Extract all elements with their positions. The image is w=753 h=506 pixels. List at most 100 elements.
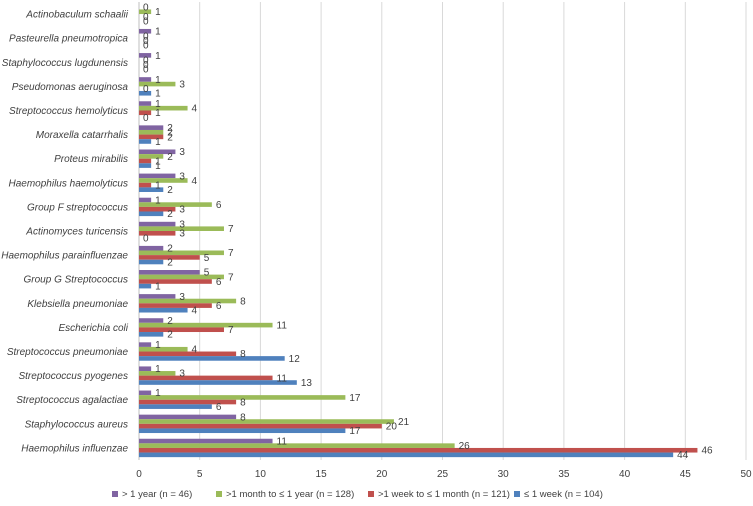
bar-1-month-to-1-year-n-128	[139, 129, 164, 135]
bar-value-label: 3	[179, 292, 185, 303]
x-tick-label: 10	[255, 469, 267, 480]
bar-value-label: 12	[289, 354, 301, 365]
bar-1-week-to-1-month-n-121	[139, 447, 698, 453]
category-label: Pseudomonas aeruginosa	[12, 82, 129, 93]
bar-1-month-to-1-year-n-128	[139, 298, 237, 304]
bar-1-year-n-46	[139, 318, 164, 323]
x-tick-label: 50	[740, 469, 752, 480]
category-label: Moraxella catarrhalis	[36, 130, 128, 141]
bar-value-label: 0	[143, 233, 149, 244]
bar-1-week-n-104	[139, 452, 674, 458]
category-label: Actinomyces turicensis	[25, 227, 128, 238]
category-label: Escherichia coli	[59, 323, 129, 334]
bar-value-label: 3	[179, 229, 185, 240]
bar-value-label: 2	[167, 244, 173, 255]
category-label: Actinobaculum schaalii	[25, 10, 128, 21]
bar-1-year-n-46	[139, 414, 237, 420]
bar-value-label: 1	[155, 161, 161, 172]
legend-swatch	[368, 491, 374, 497]
bar-1-week-n-104	[139, 259, 164, 265]
bar-1-week-n-104	[139, 307, 188, 313]
bar-1-year-n-46	[139, 221, 176, 227]
bar-value-label: 1	[155, 282, 161, 293]
legend-item: >1 month to ≤ 1 year (n = 128)	[216, 489, 354, 500]
legend-swatch	[514, 491, 520, 497]
category-label: Group F streptococcus	[27, 202, 128, 213]
bar-1-week-to-1-month-n-121	[139, 231, 176, 236]
bar-value-label: 6	[216, 277, 222, 288]
x-tick-label: 45	[680, 469, 692, 480]
bar-1-year-n-46	[139, 101, 152, 106]
bar-1-month-to-1-year-n-128	[139, 226, 224, 231]
bar-value-label: 3	[179, 171, 185, 182]
category-label: Haemophilus haemolyticus	[8, 178, 128, 189]
bar-value-label: 1	[155, 364, 161, 375]
bar-1-week-n-104	[139, 139, 152, 144]
bar-1-year-n-46	[139, 390, 152, 396]
bar-value-label: 6	[216, 301, 222, 312]
category-label: Staphylococcus lugdunensis	[2, 58, 128, 69]
bar-value-label: 17	[349, 426, 361, 437]
bar-value-label: 11	[277, 321, 288, 332]
bar-value-label: 3	[179, 220, 185, 231]
bar-value-label: 1	[155, 388, 161, 399]
x-tick-label: 20	[376, 469, 388, 480]
category-label: Streptococcus hemolyticus	[9, 106, 128, 117]
bar-1-year-n-46	[139, 125, 164, 130]
legend-label: ≤ 1 week (n = 104)	[524, 489, 603, 500]
bar-value-label: 8	[240, 412, 246, 423]
bar-1-year-n-46	[139, 245, 164, 251]
bar-value-label: 2	[167, 128, 173, 139]
legend-label: >1 month to ≤ 1 year (n = 128)	[226, 489, 354, 500]
category-label: Streptococcus pyogenes	[18, 371, 128, 382]
category-label: Haemophilus parainfluenzae	[1, 251, 128, 262]
bar-value-label: 7	[228, 325, 234, 336]
bar-value-label: 11	[277, 373, 288, 384]
bar-value-label: 5	[204, 268, 210, 279]
bar-1-week-to-1-month-n-121	[139, 182, 152, 188]
bar-1-month-to-1-year-n-128	[139, 395, 346, 400]
bar-value-label: 1	[155, 137, 161, 148]
bar-1-month-to-1-year-n-128	[139, 178, 188, 183]
bar-value-label: 1	[155, 27, 161, 38]
bar-value-label: 1	[155, 51, 161, 62]
x-tick-label: 25	[437, 469, 449, 480]
bar-1-year-n-46	[139, 342, 152, 347]
bar-value-label: 1	[155, 7, 161, 18]
bar-1-week-to-1-month-n-121	[139, 206, 176, 212]
legend: > 1 year (n = 46) >1 month to ≤ 1 year (n…	[112, 489, 603, 500]
bar-value-label: 1	[155, 156, 161, 167]
legend-label: > 1 year (n = 46)	[122, 489, 192, 500]
bar-value-label: 2	[167, 185, 173, 196]
bar-value-label: 3	[179, 147, 185, 158]
bar-value-label: 4	[192, 345, 198, 356]
x-tick-label: 5	[197, 469, 203, 480]
bar-value-label: 0	[143, 40, 149, 51]
bar-value-label: 8	[240, 296, 246, 307]
bar-1-month-to-1-year-n-128	[139, 250, 224, 256]
x-tick-label: 0	[136, 469, 142, 480]
category-label: Klebsiella pneumoniae	[27, 299, 128, 310]
bar-value-label: 0	[143, 113, 149, 124]
bar-value-label: 8	[240, 349, 246, 360]
category-label: Group G Streptococcus	[24, 275, 129, 286]
bar-1-week-to-1-month-n-121	[139, 327, 224, 333]
bar-value-label: 7	[228, 224, 234, 235]
bar-value-label: 4	[192, 104, 198, 115]
bar-1-week-n-104	[139, 211, 164, 217]
bar-1-month-to-1-year-n-128	[139, 202, 212, 207]
bar-value-label: 1	[155, 99, 161, 110]
bar-1-week-n-104	[139, 428, 346, 434]
bar-value-label: 2	[167, 257, 173, 268]
bar-1-month-to-1-year-n-128	[139, 419, 394, 424]
bar-1-year-n-46	[139, 173, 176, 179]
bar-value-label: 0	[143, 60, 149, 71]
bar-value-label: 0	[143, 3, 149, 14]
bar-1-month-to-1-year-n-128	[139, 371, 176, 376]
bar-value-label: 3	[179, 205, 185, 216]
bar-value-label: 26	[459, 441, 471, 452]
bar-1-week-to-1-month-n-121	[139, 423, 382, 429]
legend-item: > 1 year (n = 46)	[112, 489, 192, 500]
bar-value-label: 0	[143, 36, 149, 47]
